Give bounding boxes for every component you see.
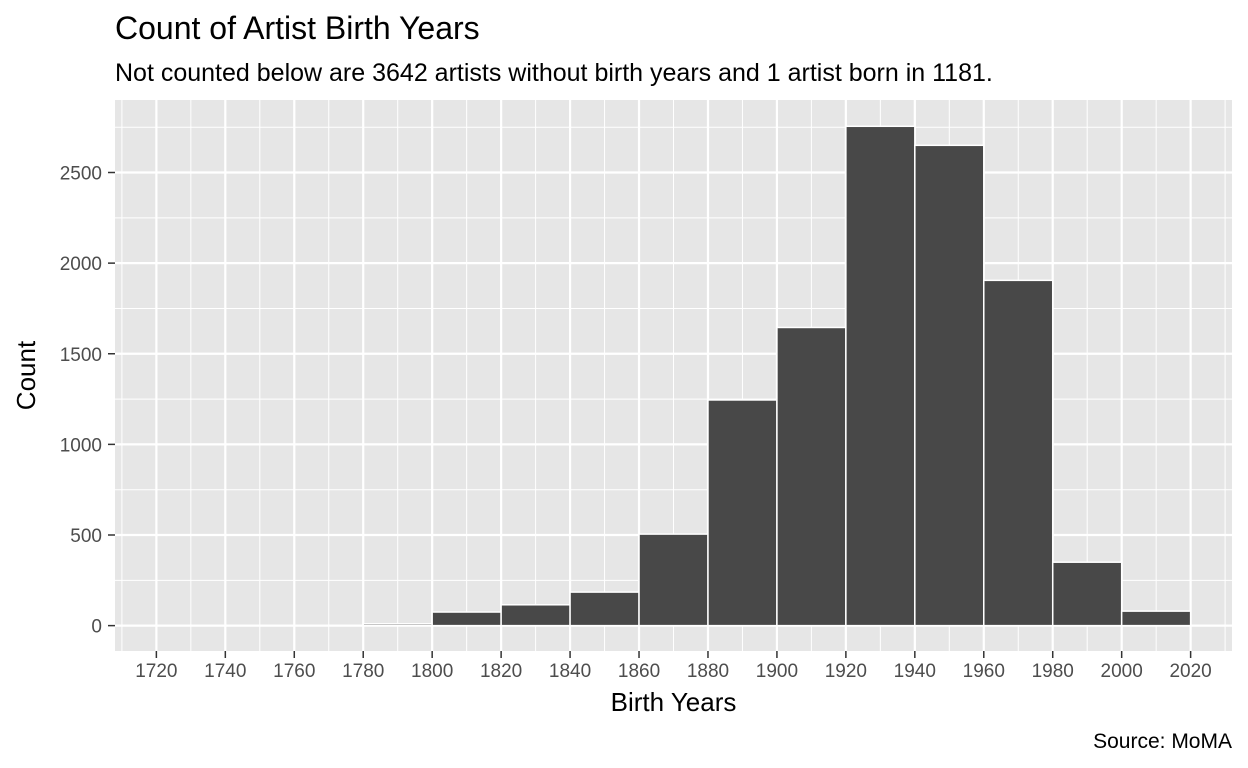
histogram-bar: [638, 533, 709, 627]
x-tick-label: 1880: [687, 661, 729, 682]
y-tick-label: 1000: [60, 435, 102, 456]
y-tick-label: 1500: [60, 345, 102, 366]
histogram-bar: [362, 623, 433, 627]
chart-title: Count of Artist Birth Years: [115, 10, 480, 46]
x-tick-label: 1720: [135, 661, 177, 682]
x-tick-label: 1940: [894, 661, 936, 682]
x-tick-label: 2020: [1169, 661, 1211, 682]
x-tick-label: 1920: [825, 661, 867, 682]
histogram-bar: [914, 144, 985, 627]
x-tick-label: 2000: [1101, 661, 1143, 682]
x-tick-label: 1740: [204, 661, 246, 682]
histogram-bar: [431, 611, 502, 627]
histogram-bar: [776, 326, 847, 627]
x-axis: 1720 1740 1760 1780 1800 1820 1840 1860 1880 1900…: [135, 651, 1212, 682]
x-tick-label: 1820: [480, 661, 522, 682]
x-tick-label: 1840: [549, 661, 591, 682]
histogram-bar: [845, 125, 916, 627]
y-axis: 0 500 1000 1500 2000 2500: [60, 164, 115, 638]
histogram-bar: [500, 604, 571, 627]
x-tick-label: 1960: [963, 661, 1005, 682]
chart-subtitle: Not counted below are 3642 artists witho…: [115, 59, 993, 87]
bars: [362, 125, 1192, 627]
chart-caption: Source: MoMA: [1093, 730, 1232, 753]
y-tick-label: 2000: [60, 254, 102, 275]
histogram-bar: [569, 591, 640, 627]
y-axis-title: Count: [11, 340, 41, 410]
x-tick-label: 1980: [1032, 661, 1074, 682]
x-tick-label: 1900: [756, 661, 798, 682]
histogram-bar: [1051, 561, 1123, 627]
x-axis-title: Birth Years: [611, 687, 737, 717]
x-tick-label: 1780: [342, 661, 384, 682]
x-tick-label: 1860: [618, 661, 660, 682]
y-tick-label: 0: [91, 617, 102, 638]
histogram-bar: [1120, 610, 1192, 627]
x-tick-label: 1760: [273, 661, 315, 682]
y-tick-label: 500: [70, 526, 102, 547]
x-tick-label: 1800: [411, 661, 453, 682]
histogram-bar: [983, 279, 1054, 627]
histogram-bar: [707, 399, 778, 627]
y-tick-label: 2500: [60, 164, 102, 185]
